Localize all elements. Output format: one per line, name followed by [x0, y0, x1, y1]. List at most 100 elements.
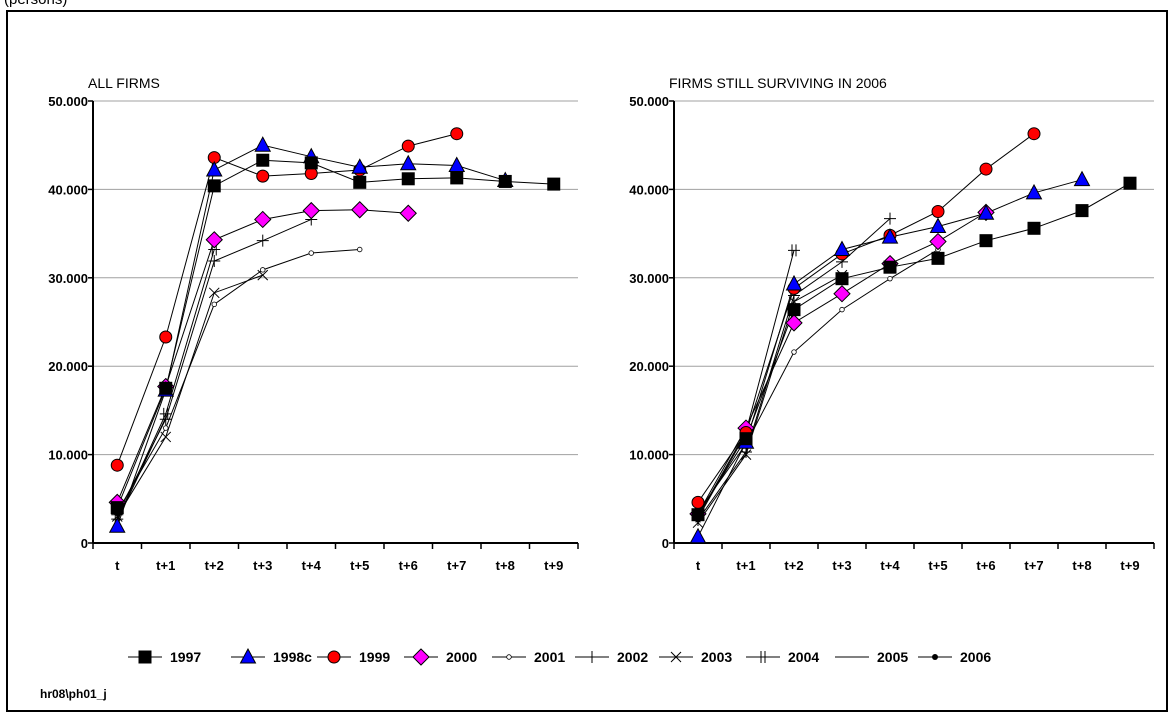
x-tick-label: t+5	[350, 558, 369, 573]
x-tick-label: t	[115, 558, 120, 573]
series-line-1999	[697, 133, 1035, 503]
legend-label: 1997	[170, 649, 201, 665]
chart-title: FIRMS STILL SURVIVING IN 2006	[669, 75, 887, 91]
legend-item-2003: 2003	[659, 649, 732, 665]
x-tick-label: t+6	[976, 558, 995, 573]
marker-1997	[547, 177, 561, 191]
x-tick-label: t+6	[399, 558, 418, 573]
legend-label: 2001	[534, 649, 565, 665]
marker-2002	[586, 651, 598, 663]
legend-label: 1998c	[273, 649, 312, 665]
legend: 1997 1998c 1999 2000 2001 2002 2003 2004 2005 200…	[128, 647, 991, 666]
marker-2003	[208, 287, 220, 299]
y-tick-label: 30.000	[629, 271, 669, 286]
chart-frame	[6, 10, 1168, 712]
legend-label: 2004	[788, 649, 819, 665]
marker-2001	[260, 267, 266, 273]
marker-1998c	[785, 274, 803, 291]
marker-2000	[254, 210, 272, 229]
marker-1999	[159, 330, 173, 344]
x-tick-label: t+2	[205, 558, 224, 573]
marker-2001	[163, 425, 169, 431]
marker-1997	[835, 272, 849, 286]
marker-1997	[883, 260, 897, 274]
legend-item-1999: 1999	[317, 649, 390, 665]
legend-item-1998c: 1998c	[231, 647, 312, 665]
series-line-2003	[116, 274, 263, 517]
legend-label: 2003	[701, 649, 732, 665]
x-tick-label: t+3	[253, 558, 272, 573]
x-tick-label: t+1	[736, 558, 755, 573]
legend-label: 1999	[359, 649, 390, 665]
marker-2002	[256, 234, 269, 247]
x-tick-label: t+9	[1120, 558, 1139, 573]
chart-title: ALL FIRMS	[88, 75, 160, 91]
legend-label: 2000	[446, 649, 477, 665]
series-line-2005	[697, 433, 747, 519]
marker-2002	[884, 212, 896, 225]
y-tick-label: 10.000	[629, 448, 669, 463]
marker-1997	[1123, 176, 1137, 190]
marker-1998c	[254, 136, 272, 152]
marker-1997	[931, 251, 945, 265]
y-tick-label: 10.000	[48, 448, 88, 463]
legend-label: 2005	[877, 649, 908, 665]
series-line-2004	[697, 250, 795, 517]
marker-2000	[833, 285, 851, 303]
marker-2000	[205, 231, 223, 249]
marker-1998c	[448, 156, 466, 173]
marker-2000	[785, 314, 803, 332]
marker-1997	[256, 153, 270, 167]
series-line-2000	[116, 209, 409, 503]
marker-1998c	[239, 647, 257, 664]
series-line-2005	[116, 417, 167, 522]
chart-panel-1: ALL FIRMS 0 10.000 20.000 30.000 40.000 50.000…	[48, 75, 579, 573]
marker-1998c	[929, 217, 947, 234]
marker-1997	[401, 172, 415, 186]
marker-1999	[327, 650, 341, 664]
x-tick-label: t+5	[928, 558, 947, 573]
marker-2001	[357, 246, 363, 253]
series-line-2001	[697, 249, 939, 513]
legend-item-2002: 2002	[575, 649, 648, 665]
x-tick-label: t+4	[880, 558, 900, 573]
x-tick-label: t+3	[832, 558, 851, 573]
marker-2003	[670, 651, 682, 663]
marker-2004	[757, 651, 769, 663]
marker-1998c	[977, 204, 995, 220]
marker-1997	[739, 432, 753, 446]
marker-1997	[691, 508, 705, 522]
marker-2001	[791, 349, 797, 355]
marker-1999	[256, 169, 270, 183]
y-tick-label: 50.000	[629, 94, 669, 109]
x-tick-label: t+1	[156, 558, 175, 573]
x-tick-label: t	[696, 558, 701, 573]
unit-label: (persons)	[4, 0, 67, 8]
x-tick-label: t+7	[1024, 558, 1043, 573]
marker-1998c	[833, 240, 851, 257]
marker-1999	[931, 205, 945, 218]
marker-1999	[450, 127, 464, 141]
marker-1998c	[1025, 183, 1043, 200]
legend-item-2006: 2006	[918, 649, 991, 665]
legend-item-2004: 2004	[746, 649, 819, 665]
y-tick-label: 40.000	[48, 182, 88, 197]
y-tick-label: 20.000	[48, 359, 88, 374]
x-tick-label: t+8	[1072, 558, 1091, 573]
marker-1999	[110, 458, 124, 472]
marker-1997	[498, 174, 512, 188]
y-tick-label: 0	[662, 536, 669, 551]
marker-1999	[979, 162, 993, 176]
y-tick-label: 40.000	[629, 182, 669, 197]
marker-1997	[304, 156, 318, 170]
series-line-1999	[116, 133, 457, 466]
y-tick-label: 50.000	[48, 94, 88, 109]
marker-1999	[691, 495, 705, 509]
marker-2000	[399, 204, 417, 222]
series-line-2003	[697, 274, 843, 523]
legend-item-2000: 2000	[404, 648, 477, 666]
chart-panel-2: FIRMS STILL SURVIVING IN 2006 0 10.000 20.0…	[629, 75, 1155, 573]
marker-2006	[932, 654, 938, 660]
marker-1997	[1027, 221, 1041, 235]
